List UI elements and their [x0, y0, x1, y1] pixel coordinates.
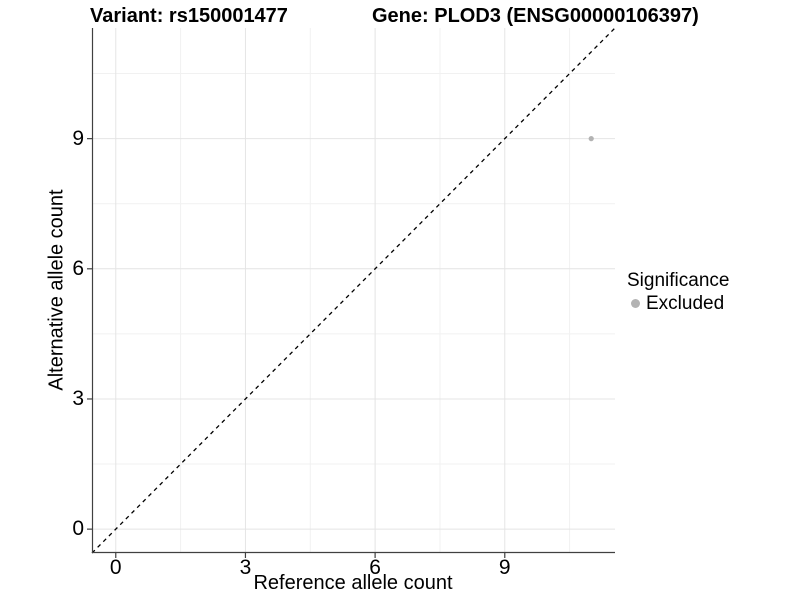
x-tick-label: 3: [239, 556, 252, 579]
identity-line: [91, 27, 616, 554]
legend-item-excluded: Excluded: [627, 293, 729, 314]
excluded-point-icon: [631, 299, 640, 308]
x-axis-title: Reference allele count: [253, 572, 453, 594]
legend: Significance Excluded: [627, 270, 729, 314]
y-axis-title: Alternative allele count: [45, 189, 68, 391]
x-tick-label: 0: [109, 556, 122, 579]
data-point: [588, 136, 594, 142]
x-tick-label: 6: [369, 556, 381, 579]
legend-title: Significance: [627, 270, 730, 291]
plot-title-variant: Variant: rs150001477: [90, 5, 288, 27]
y-tick-label: 3: [72, 386, 84, 410]
y-tick-label: 9: [72, 126, 84, 150]
plot-title-gene: Gene: PLOD3 (ENSG00000106397): [372, 5, 699, 27]
y-tick-label: 6: [72, 256, 84, 280]
plot-canvas: [87, 27, 616, 558]
legend-item-label: Excluded: [646, 293, 725, 314]
plot-panel: [87, 27, 616, 558]
y-tick-label: 0: [72, 517, 84, 541]
x-tick-label: 9: [498, 556, 511, 579]
